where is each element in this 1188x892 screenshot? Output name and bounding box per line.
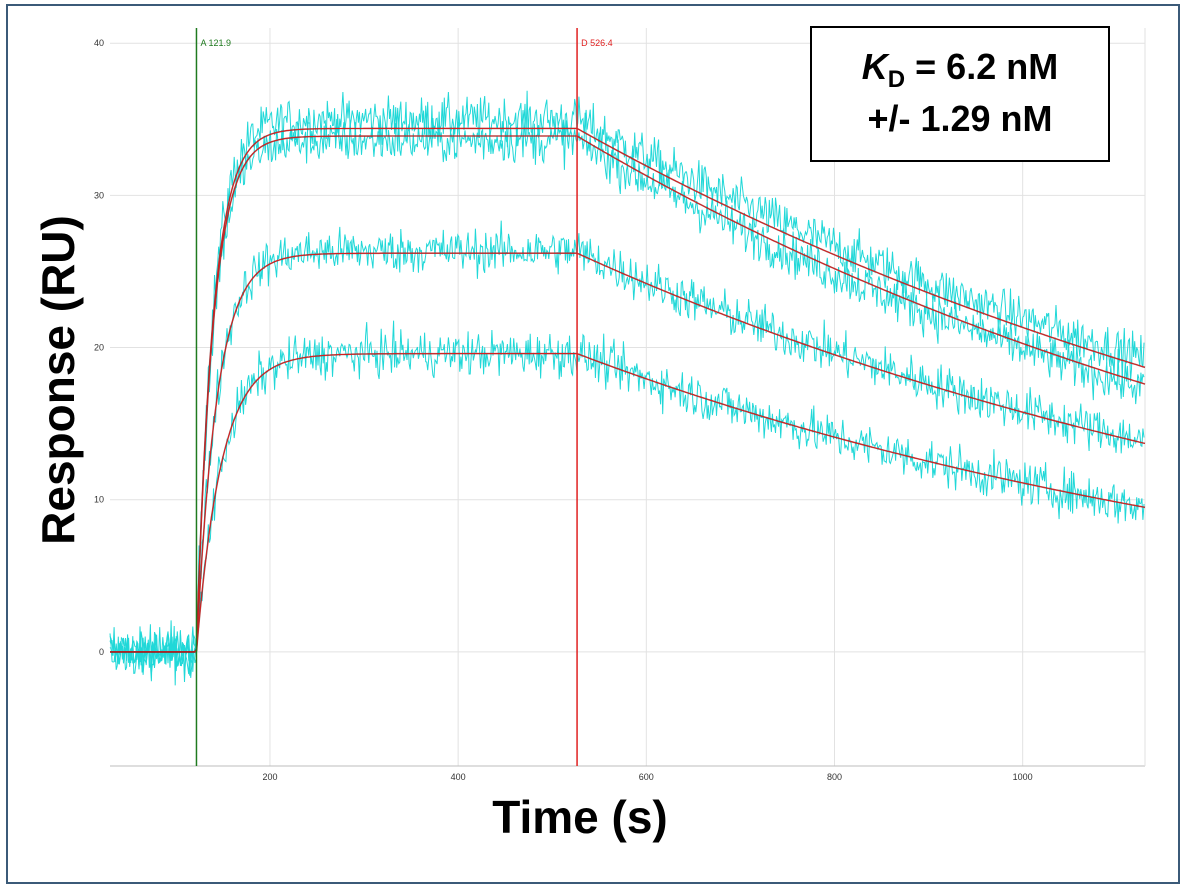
kd-error: +/- 1.29 nM	[867, 98, 1053, 139]
fit-curve	[110, 353, 1146, 653]
y-tick-label: 20	[94, 343, 104, 353]
x-tick-label: 1000	[1013, 772, 1033, 782]
y-tick-label: 10	[94, 495, 104, 505]
raw-data-trace	[109, 220, 1145, 683]
axes	[110, 28, 1146, 767]
kd-symbol: K	[861, 46, 888, 87]
raw-data-trace	[109, 90, 1145, 682]
fit-shadow-curve	[110, 352, 1146, 653]
y-tick-label: 0	[99, 647, 104, 657]
raw-data-trace	[109, 320, 1145, 686]
phase-markers: A 121.9 D 526.4	[195, 28, 613, 766]
y-tick-label: 30	[94, 190, 104, 200]
grid-lines	[110, 28, 1145, 766]
x-tick-label: 800	[827, 772, 842, 782]
x-tick-label: 200	[262, 772, 277, 782]
raw-data-traces	[109, 90, 1145, 686]
tick-labels: 200 400 600 800 1000 0 10 20 30 40	[94, 38, 1033, 782]
kd-value: = 6.2 nM	[905, 46, 1059, 87]
kd-subscript: D	[887, 66, 906, 93]
x-axis-label: Time (s)	[492, 791, 668, 843]
phase-marker-label: D 526.4	[581, 38, 613, 48]
fit-curves	[110, 127, 1146, 653]
kd-value-line: KD = 6.2 nM	[812, 46, 1108, 94]
x-tick-label: 600	[639, 772, 654, 782]
fit-curve	[110, 135, 1146, 653]
fit-curve	[110, 127, 1146, 653]
x-tick-label: 400	[451, 772, 466, 782]
fit-curve	[110, 252, 1146, 653]
raw-data-trace	[109, 111, 1145, 675]
fit-shadow-curve	[110, 252, 1146, 653]
phase-marker-label: A 121.9	[200, 38, 231, 48]
y-tick-label: 40	[94, 38, 104, 48]
kd-annotation-box: KD = 6.2 nM +/- 1.29 nM	[810, 26, 1110, 162]
